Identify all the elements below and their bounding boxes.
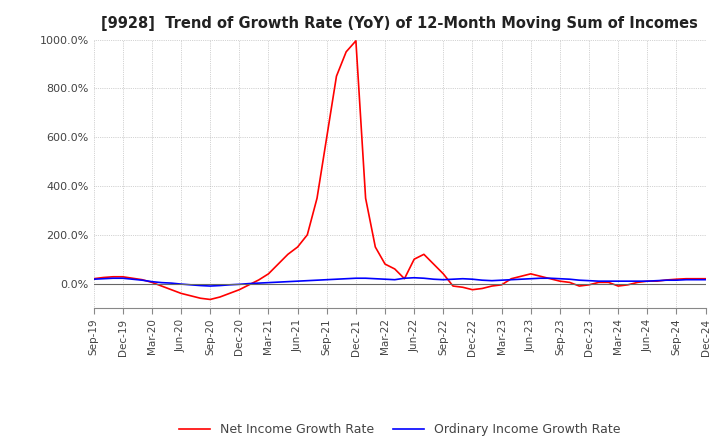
Line: Net Income Growth Rate: Net Income Growth Rate xyxy=(94,41,706,300)
Net Income Growth Rate xyxy=(167,287,176,292)
Ordinary Income Growth Rate xyxy=(449,277,457,282)
Ordinary Income Growth Rate xyxy=(167,280,176,286)
Legend: Net Income Growth Rate, Ordinary Income Growth Rate: Net Income Growth Rate, Ordinary Income … xyxy=(174,418,626,440)
Net Income Growth Rate xyxy=(410,257,418,262)
Net Income Growth Rate xyxy=(351,38,360,44)
Ordinary Income Growth Rate xyxy=(410,275,418,280)
Net Income Growth Rate xyxy=(361,195,370,201)
Ordinary Income Growth Rate xyxy=(89,277,98,282)
Ordinary Income Growth Rate xyxy=(400,275,409,281)
Net Income Growth Rate xyxy=(507,276,516,281)
Ordinary Income Growth Rate xyxy=(351,275,360,281)
Net Income Growth Rate xyxy=(498,282,506,287)
Line: Ordinary Income Growth Rate: Ordinary Income Growth Rate xyxy=(94,278,706,286)
Net Income Growth Rate xyxy=(449,283,457,289)
Net Income Growth Rate xyxy=(206,297,215,302)
Net Income Growth Rate xyxy=(701,276,710,281)
Ordinary Income Growth Rate xyxy=(498,278,506,283)
Ordinary Income Growth Rate xyxy=(701,277,710,282)
Ordinary Income Growth Rate xyxy=(507,277,516,282)
Ordinary Income Growth Rate xyxy=(206,283,215,289)
Net Income Growth Rate xyxy=(89,276,98,281)
Title: [9928]  Trend of Growth Rate (YoY) of 12-Month Moving Sum of Incomes: [9928] Trend of Growth Rate (YoY) of 12-… xyxy=(102,16,698,32)
